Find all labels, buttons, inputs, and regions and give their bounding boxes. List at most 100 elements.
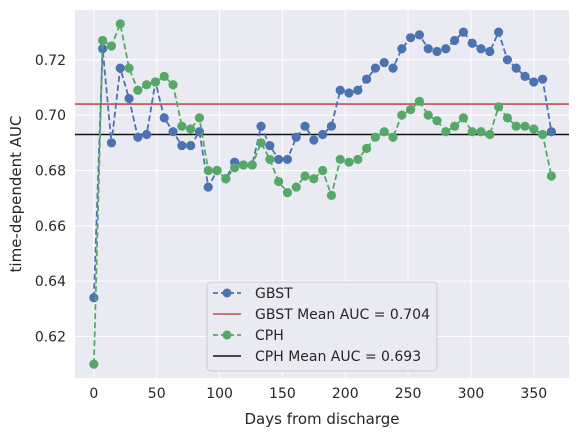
data-point-gbst — [309, 135, 319, 145]
y-tick-label: 0.62 — [35, 329, 66, 345]
data-point-cph — [282, 188, 293, 198]
data-point-cph — [115, 19, 125, 29]
data-point-cph — [388, 132, 398, 142]
data-point-cph — [494, 102, 504, 112]
tick-labels: 0 50 100 150 200 250 300 350 0.62 0.64 0.66 0.68 0.7… — [35, 53, 547, 402]
data-point-cph — [274, 176, 284, 187]
data-point-gbst — [476, 44, 486, 54]
data-point-gbst — [89, 293, 99, 303]
data-point-gbst — [186, 140, 196, 151]
data-point-gbst — [467, 38, 477, 48]
data-point-cph — [256, 138, 266, 148]
data-point-gbst — [142, 129, 152, 140]
data-point-gbst — [256, 121, 266, 131]
data-point-cph — [168, 80, 178, 90]
data-point-cph — [98, 35, 108, 46]
data-point-cph — [546, 171, 557, 181]
data-point-cph — [441, 127, 451, 137]
data-point-gbst — [300, 121, 310, 131]
data-point-cph — [362, 143, 372, 153]
data-point-gbst — [344, 88, 354, 98]
x-tick-label: 0 — [89, 386, 98, 402]
data-point-cph — [344, 157, 354, 167]
data-point-gbst — [274, 154, 284, 165]
data-point-cph — [150, 77, 161, 87]
data-point-gbst — [177, 140, 187, 151]
data-point-cph — [89, 359, 99, 369]
data-point-cph — [335, 154, 345, 165]
data-point-cph — [326, 190, 337, 200]
data-point-gbst — [168, 127, 178, 137]
data-point-gbst — [115, 63, 125, 73]
data-point-gbst — [159, 113, 169, 123]
data-point-gbst — [458, 27, 469, 37]
data-point-gbst — [124, 93, 134, 104]
x-axis-label: Days from discharge — [245, 410, 400, 428]
data-point-gbst — [494, 27, 504, 37]
data-point-cph — [423, 110, 433, 120]
y-tick-label: 0.72 — [35, 53, 66, 69]
data-point-gbst — [406, 33, 416, 43]
data-point-cph — [230, 163, 240, 173]
data-point-cph — [538, 129, 548, 140]
data-point-cph — [520, 121, 530, 131]
y-axis-label: time-dependent AUC — [7, 116, 25, 273]
data-point-cph — [203, 165, 213, 176]
data-point-cph — [142, 80, 152, 90]
data-point-cph — [124, 63, 134, 73]
data-point-cph — [177, 121, 187, 131]
legend-gbst-label: GBST — [255, 286, 293, 302]
legend-gbst-marker — [222, 288, 232, 298]
data-point-gbst — [106, 138, 117, 148]
data-point-gbst — [203, 182, 213, 192]
data-point-gbst — [423, 44, 433, 54]
data-point-cph — [529, 124, 539, 134]
data-point-cph — [291, 182, 301, 192]
legend-cph-marker — [222, 330, 232, 340]
x-tick-label: 250 — [395, 386, 422, 402]
data-point-cph — [265, 154, 275, 165]
data-point-gbst — [485, 46, 495, 57]
data-point-cph — [318, 165, 328, 176]
data-point-gbst — [370, 63, 381, 73]
data-point-cph — [414, 96, 425, 106]
data-point-cph — [212, 165, 222, 176]
series-layer — [89, 19, 557, 369]
legend-gbst-mean-label: GBST Mean AUC = 0.704 — [255, 307, 430, 323]
data-point-cph — [221, 174, 231, 184]
data-point-cph — [194, 113, 205, 123]
data-point-cph — [247, 160, 257, 170]
data-point-gbst — [335, 85, 345, 95]
x-tick-label: 150 — [269, 386, 296, 402]
data-point-cph — [133, 85, 143, 95]
data-point-cph — [106, 41, 117, 51]
data-point-gbst — [362, 74, 372, 84]
data-point-gbst — [432, 46, 442, 57]
data-point-cph — [186, 124, 196, 134]
data-point-gbst — [502, 55, 513, 65]
data-point-cph — [432, 116, 442, 126]
data-point-cph — [458, 113, 469, 123]
data-point-gbst — [353, 85, 363, 95]
data-point-gbst — [538, 74, 548, 84]
data-point-gbst — [282, 154, 293, 165]
data-point-gbst — [546, 127, 557, 137]
y-tick-label: 0.64 — [35, 274, 66, 290]
data-point-gbst — [265, 140, 275, 151]
gridlines — [75, 10, 569, 378]
legend-cph-label: CPH — [255, 328, 284, 344]
data-point-gbst — [133, 132, 143, 142]
data-point-cph — [502, 113, 513, 123]
x-tick-label: 350 — [520, 386, 547, 402]
y-tick-label: 0.70 — [35, 108, 66, 124]
data-point-cph — [406, 105, 416, 115]
data-point-cph — [300, 171, 310, 181]
x-tick-label: 300 — [458, 386, 485, 402]
data-point-cph — [511, 121, 521, 131]
data-point-gbst — [529, 77, 539, 87]
data-point-cph — [159, 71, 169, 82]
data-point-gbst — [326, 121, 337, 131]
data-point-cph — [467, 127, 477, 137]
data-point-cph — [397, 110, 407, 120]
